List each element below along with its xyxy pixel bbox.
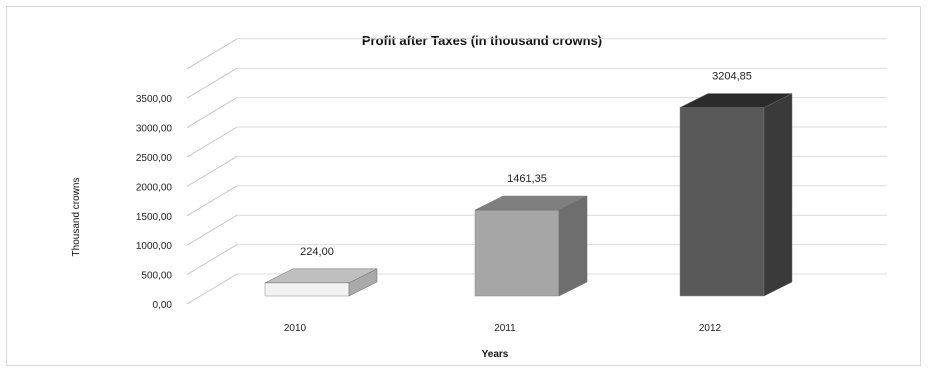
grid-diagonal <box>186 38 238 70</box>
grid-diagonal <box>186 214 238 246</box>
bar-side-2012 <box>763 93 793 297</box>
x-axis-label: Years <box>482 349 509 360</box>
y-tick-label: 3000,00 <box>136 124 173 135</box>
bar-top-2011 <box>474 195 588 211</box>
data-label-2012: 3204,85 <box>712 71 752 83</box>
y-tick-label: 2000,00 <box>136 182 173 193</box>
y-axis-label: Thousand crowns <box>71 178 82 257</box>
bar-side-2011 <box>558 195 588 297</box>
bar-2011 <box>474 209 560 297</box>
chart-title: Profit after Taxes (in thousand crowns) <box>362 33 602 48</box>
bar-top-2010 <box>264 268 378 284</box>
bars-layer <box>264 93 793 297</box>
chart-svg: Profit after Taxes (in thousand crowns) … <box>71 33 887 360</box>
labels-layer: 224,00 2010 1461,35 2011 3204,85 2012 <box>284 71 752 334</box>
x-tick-label-2012: 2012 <box>699 323 722 334</box>
x-tick-label-2011: 2011 <box>494 323 516 334</box>
y-tick-label: 0,00 <box>153 300 173 311</box>
grid-diagonal <box>186 244 238 276</box>
grid-diagonal <box>186 126 238 158</box>
x-tick-label-2010: 2010 <box>284 323 307 334</box>
y-tick-label: 3500,00 <box>136 94 173 105</box>
y-tick-label: 1000,00 <box>136 241 173 252</box>
data-label-2010: 224,00 <box>300 246 334 258</box>
grid-diagonal <box>186 67 238 99</box>
y-tick-label: 2500,00 <box>136 153 173 164</box>
bar-top-2012 <box>679 93 793 108</box>
bar-2012 <box>679 107 765 297</box>
data-label-2011: 1461,35 <box>507 173 547 185</box>
chart-frame: Profit after Taxes (in thousand crowns) … <box>6 6 921 366</box>
y-tick-label: 1500,00 <box>136 212 173 223</box>
y-tick-label: 500,00 <box>141 271 172 282</box>
grid-diagonal <box>186 155 238 187</box>
bar-2010 <box>264 282 350 297</box>
grid-diagonal <box>186 97 238 129</box>
grid-diagonal <box>186 185 238 217</box>
grid-diagonal <box>186 273 238 305</box>
